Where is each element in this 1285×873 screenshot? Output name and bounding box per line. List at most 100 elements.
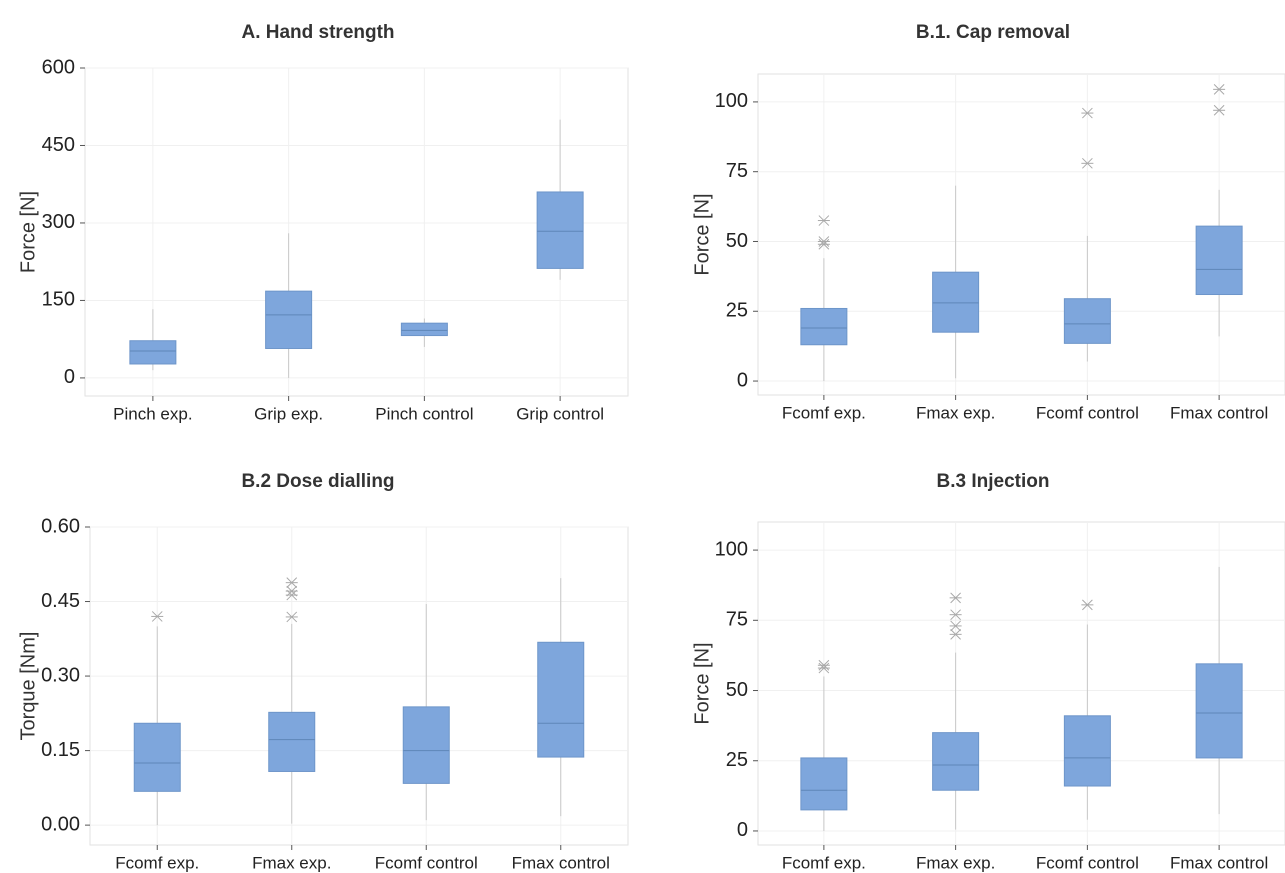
chart-panel-1: A. Hand strength 0 150 300 450 600 Force [N] Pi… — [17, 22, 629, 423]
y-tick-label: 25 — [726, 300, 748, 322]
plot-area — [757, 73, 1285, 396]
box-4 — [1195, 566, 1243, 815]
iqr-box — [932, 271, 980, 333]
chart-title: B.3 Injection — [937, 471, 1050, 492]
x-tick-label: Grip exp. — [254, 404, 323, 423]
outlier-point — [285, 577, 298, 589]
chart-panel-4: B.3 Injection 0 25 50 75 100 Force [N] Fcomf ex… — [691, 471, 1285, 872]
outlier-point — [817, 659, 830, 671]
x-tick-label: Fcomf exp. — [115, 853, 199, 872]
x-tick-label: Fmax control — [1170, 853, 1268, 872]
outlier-point — [949, 592, 962, 604]
box-4 — [537, 578, 585, 817]
iqr-box — [402, 706, 450, 784]
box-2 — [268, 577, 316, 824]
y-tick-label: 0.45 — [41, 590, 80, 612]
outlier-point — [817, 236, 830, 247]
box-3 — [402, 604, 450, 821]
outlier-point — [949, 628, 962, 640]
iqr-box — [1195, 663, 1243, 759]
y-tick-label: 0.30 — [41, 664, 80, 686]
outlier-point — [949, 620, 962, 632]
chart-title: B.1. Cap removal — [916, 22, 1070, 43]
box-1 — [129, 309, 177, 371]
plot-area — [757, 521, 1285, 846]
y-tick-label: 0.15 — [41, 739, 80, 761]
y-tick-label: 75 — [726, 609, 748, 631]
iqr-box — [1195, 225, 1243, 296]
y-tick-label: 0.60 — [41, 515, 80, 537]
y-tick-label: 450 — [42, 134, 75, 156]
box-4 — [1195, 83, 1243, 337]
iqr-box — [800, 757, 848, 811]
box-1 — [800, 215, 848, 382]
x-tick-label: Fmax exp. — [916, 403, 995, 422]
iqr-box — [536, 191, 584, 269]
box-3 — [1063, 107, 1111, 362]
chart-panel-3: B.2 Dose dialling 0.00 0.15 0.30 0.45 0.60 Tor… — [17, 471, 629, 872]
x-tick-label: Pinch exp. — [113, 404, 192, 423]
y-tick-label: 75 — [726, 160, 748, 182]
outlier-point — [817, 238, 830, 250]
x-tick-label: Fcomf control — [1036, 853, 1139, 872]
y-tick-label: 0.00 — [41, 813, 80, 835]
box-1 — [800, 659, 848, 831]
box-3 — [400, 318, 448, 347]
iqr-box — [800, 307, 848, 346]
box-4 — [536, 119, 584, 280]
outlier-point — [949, 609, 962, 621]
box-1 — [133, 611, 181, 826]
outlier-point — [817, 215, 830, 226]
y-tick-label: 0 — [737, 819, 748, 841]
box-2 — [932, 185, 980, 379]
y-axis-label: Force [N] — [17, 191, 39, 273]
y-axis-label: Torque [Nm] — [17, 632, 39, 741]
y-axis-label: Force [N] — [691, 193, 713, 275]
chart-title: A. Hand strength — [241, 22, 394, 43]
outlier-point — [1213, 104, 1226, 116]
iqr-box — [932, 732, 980, 791]
y-tick-label: 0 — [64, 366, 75, 388]
iqr-box — [268, 711, 316, 772]
outlier-point — [285, 585, 298, 597]
iqr-box — [537, 641, 585, 758]
outlier-point — [151, 611, 164, 622]
iqr-box — [133, 722, 181, 792]
iqr-box — [1063, 298, 1111, 344]
y-tick-label: 300 — [42, 211, 75, 233]
y-tick-label: 600 — [42, 56, 75, 78]
box-2 — [265, 233, 313, 378]
outlier-point — [285, 611, 298, 623]
x-tick-label: Fmax control — [512, 853, 610, 872]
box-2 — [932, 592, 980, 830]
y-tick-label: 100 — [715, 90, 748, 112]
iqr-box — [265, 290, 313, 349]
y-tick-label: 100 — [715, 538, 748, 560]
iqr-box — [1063, 715, 1111, 787]
chart-panel-2: B.1. Cap removal 0 25 50 75 100 Force [N] Fcomf… — [691, 22, 1285, 422]
y-tick-label: 50 — [726, 230, 748, 252]
y-tick-label: 0 — [737, 369, 748, 391]
x-tick-label: Fmax exp. — [916, 853, 995, 872]
x-tick-label: Fmax control — [1170, 403, 1268, 422]
x-tick-label: Grip control — [516, 404, 604, 423]
x-tick-label: Fcomf control — [1036, 403, 1139, 422]
y-axis-label: Force [N] — [691, 642, 713, 724]
box-3 — [1063, 599, 1111, 820]
x-tick-label: Fcomf exp. — [782, 853, 866, 872]
outlier-point — [1081, 157, 1094, 169]
iqr-box — [129, 340, 177, 365]
outlier-point — [1213, 83, 1226, 95]
chart-title: B.2 Dose dialling — [241, 471, 394, 492]
outlier-point — [1081, 599, 1094, 611]
y-tick-label: 150 — [42, 289, 75, 311]
x-tick-label: Fcomf control — [375, 853, 478, 872]
x-tick-label: Pinch control — [375, 404, 473, 423]
outlier-point — [817, 662, 830, 674]
y-tick-label: 25 — [726, 749, 748, 771]
x-tick-label: Fcomf exp. — [782, 403, 866, 422]
outlier-point — [1081, 107, 1094, 119]
x-tick-label: Fmax exp. — [252, 853, 331, 872]
iqr-box — [400, 322, 448, 337]
